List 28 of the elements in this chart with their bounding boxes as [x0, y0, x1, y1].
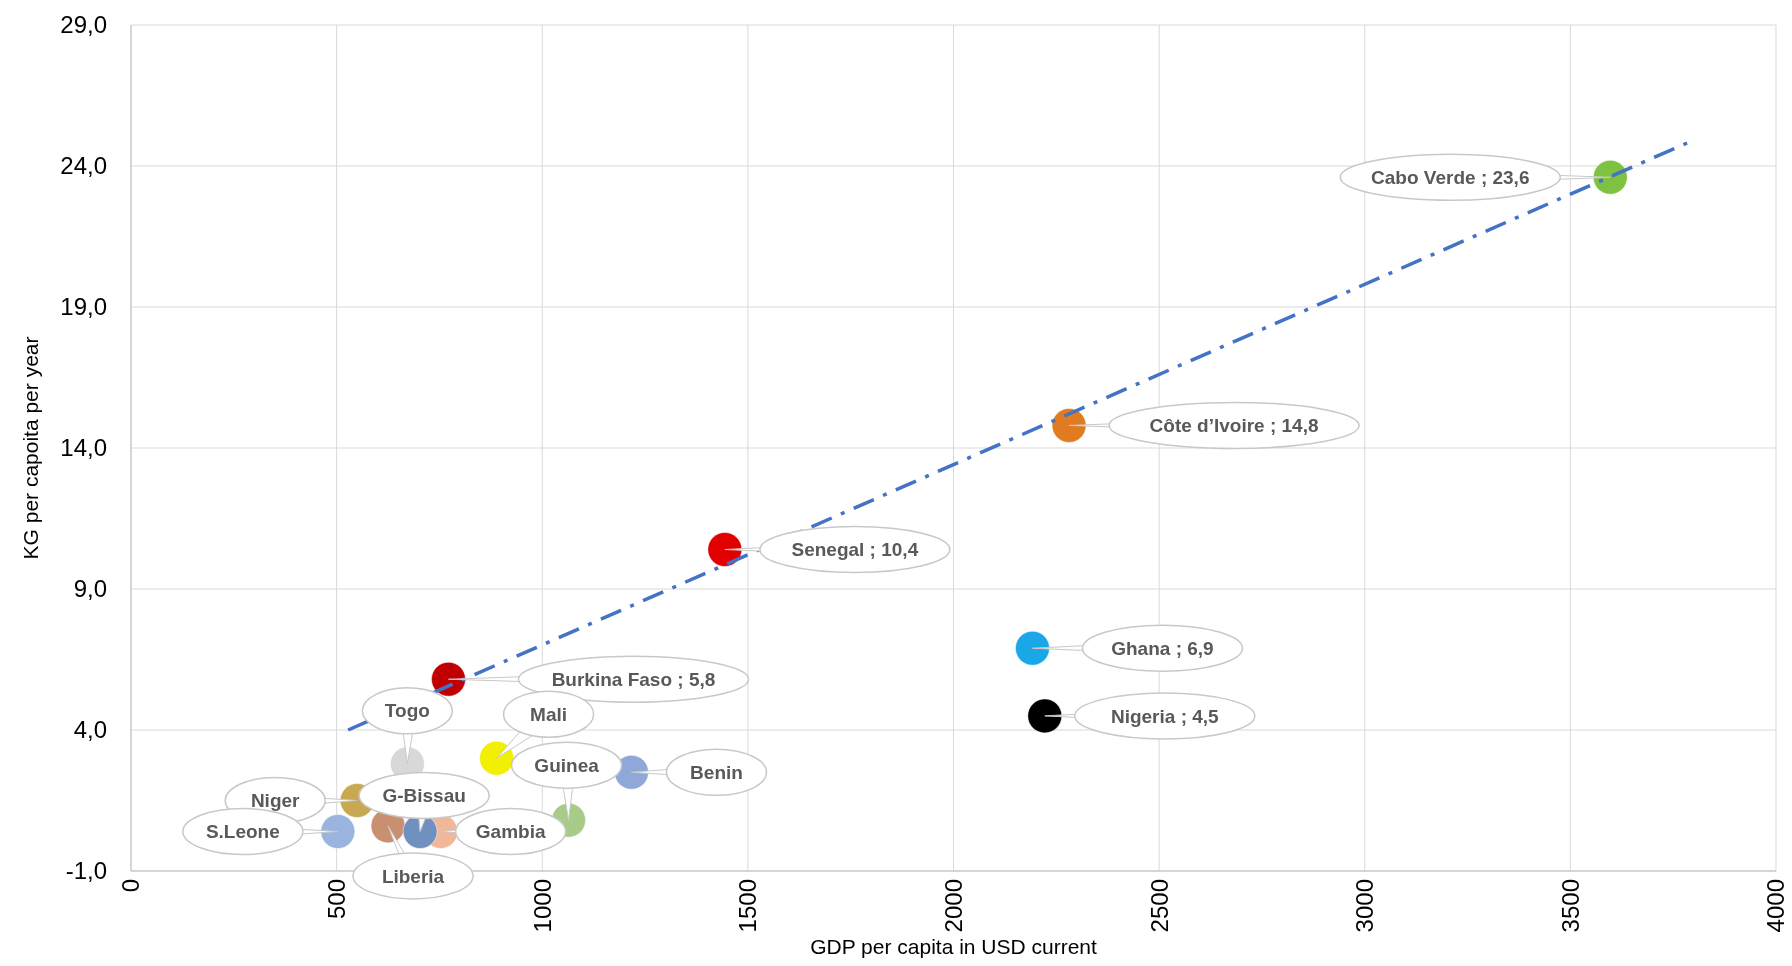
y-tick-label: 19,0: [60, 293, 107, 321]
y-tick-label: 29,0: [60, 11, 107, 39]
y-tick-label: 24,0: [60, 152, 107, 180]
annotation: Senegal ; 10,4: [791, 539, 919, 561]
x-tick-label: 2500: [1145, 879, 1173, 933]
y-tick-label: -1,0: [65, 857, 107, 885]
y-tick-label: 14,0: [60, 434, 107, 462]
annotation: G-Bissau: [382, 785, 466, 807]
x-tick-label: 500: [323, 879, 351, 920]
annotation: Ghana ; 6,9: [1111, 637, 1214, 659]
x-tick-label: 4000: [1762, 879, 1790, 933]
y-tick-label: 9,0: [73, 575, 107, 603]
annotation: Côte d’Ivoire ; 14,8: [1149, 415, 1319, 437]
annotation: Cabo Verde ; 23,6: [1371, 166, 1530, 188]
x-tick-label: 1500: [734, 879, 762, 933]
x-tick-label: 3500: [1556, 879, 1584, 933]
x-tick-label: 2000: [939, 879, 967, 933]
annotation: Nigeria ; 4,5: [1110, 705, 1220, 727]
x-axis-title: GDP per capita in USD current: [810, 935, 1098, 958]
x-tick-label: 3000: [1351, 879, 1379, 933]
annotation: Burkina Faso ; 5,8: [551, 668, 716, 690]
y-axis-title: KG per capoita per year: [19, 336, 42, 560]
x-tick-label: 1000: [528, 879, 556, 933]
annotation: Mali: [530, 703, 568, 725]
y-tick-label: 4,0: [73, 716, 107, 744]
x-tick-label: 0: [117, 879, 145, 893]
annotation: Guinea: [534, 754, 600, 776]
annotation: Liberia: [381, 865, 445, 887]
